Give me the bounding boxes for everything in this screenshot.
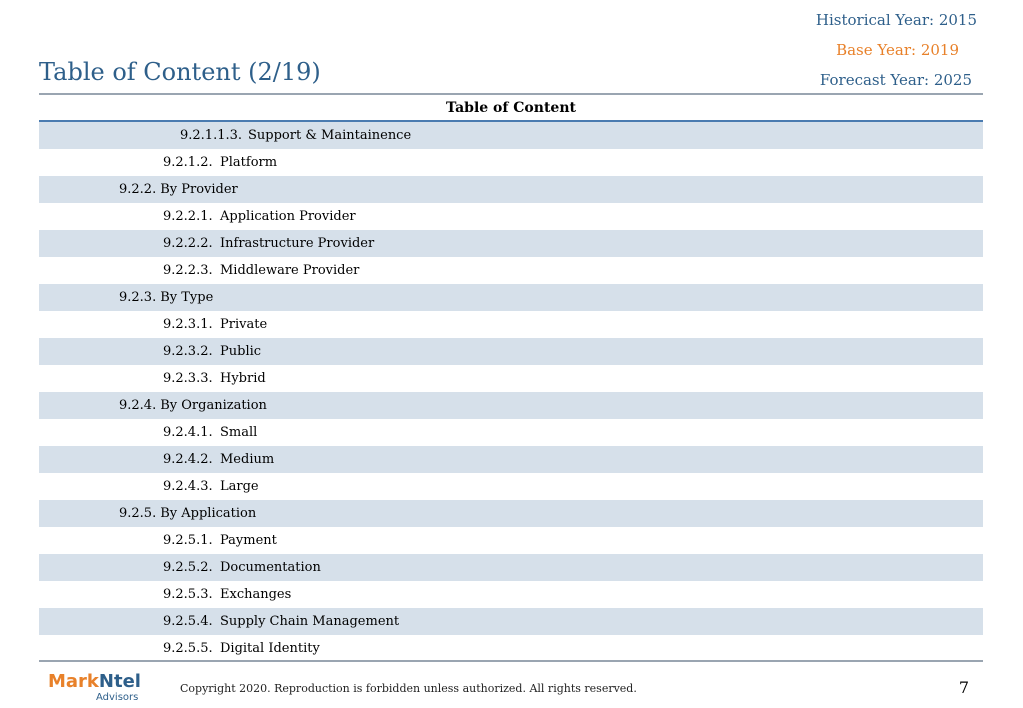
toc-row: 9.2.2.2. Infrastructure Provider bbox=[39, 230, 983, 257]
markntel-logo: MarkNtel Advisors bbox=[48, 671, 141, 704]
toc-row-number: 9.2.3.2. bbox=[163, 344, 213, 359]
toc-row-label: Platform bbox=[220, 155, 278, 170]
toc-row-number: 9.2.1.1.3. bbox=[180, 128, 243, 143]
toc-row: 9.2.5.2. Documentation bbox=[39, 554, 983, 581]
toc-row: 9.2.3.1. Private bbox=[39, 311, 983, 338]
toc-row-label: Supply Chain Management bbox=[220, 614, 400, 629]
copyright-notice: Copyright 2020. Reproduction is forbidde… bbox=[180, 682, 637, 695]
toc-row: 9.2.2.1. Application Provider bbox=[39, 203, 983, 230]
toc-row-label: By Application bbox=[160, 506, 257, 521]
toc-row: 9.2.2.3. Middleware Provider bbox=[39, 257, 983, 284]
toc-row-label: Support & Maintainence bbox=[248, 128, 412, 143]
toc-row-label: Documentation bbox=[220, 560, 321, 575]
toc-row-number: 9.2.5.4. bbox=[163, 614, 213, 629]
toc-row: 9.2.5.5. Digital Identity bbox=[39, 635, 983, 662]
historical-year: Historical Year: 2015 bbox=[815, 11, 977, 29]
toc-row-label: Infrastructure Provider bbox=[220, 236, 375, 251]
toc-row: 9.2.1.1.3. Support & Maintainence bbox=[39, 122, 983, 149]
toc-row-label: By Type bbox=[160, 290, 214, 305]
toc-row-label: Private bbox=[220, 317, 268, 332]
toc-row-number: 9.2.3. bbox=[119, 290, 157, 305]
footer-divider bbox=[39, 660, 983, 662]
toc-row-label: Large bbox=[220, 479, 259, 494]
toc-row-number: 9.2.4.2. bbox=[163, 452, 213, 467]
toc-row-number: 9.2.5.3. bbox=[163, 587, 213, 602]
forecast-year: Forecast Year: 2025 bbox=[819, 71, 972, 89]
toc-row: 9.2.4.1. Small bbox=[39, 419, 983, 446]
toc-row-number: 9.2.2.2. bbox=[163, 236, 213, 251]
page-number: 7 bbox=[958, 678, 969, 697]
toc-list: 9.2.1.1.3. Support & Maintainence 9.2.1.2.… bbox=[39, 122, 983, 662]
toc-row-label: Public bbox=[220, 344, 262, 359]
toc-row: 9.2.4.3. Large bbox=[39, 473, 983, 500]
toc-row-number: 9.2.4. bbox=[119, 398, 157, 413]
header-divider bbox=[39, 93, 983, 95]
toc-row-label: Exchanges bbox=[220, 587, 292, 602]
toc-row-number: 9.2.2.1. bbox=[163, 209, 213, 224]
toc-row-label: By Provider bbox=[160, 182, 238, 197]
toc-row-label: Middleware Provider bbox=[220, 263, 360, 278]
toc-row-label: Digital Identity bbox=[220, 641, 320, 656]
toc-row-label: Application Provider bbox=[220, 209, 356, 224]
toc-row: 9.2.1.2. Platform bbox=[39, 149, 983, 176]
toc-row-number: 9.2.5.1. bbox=[163, 533, 213, 548]
toc-row-number: 9.2.5.2. bbox=[163, 560, 213, 575]
toc-row: 9.2.5.4. Supply Chain Management bbox=[39, 608, 983, 635]
toc-row-label: Medium bbox=[220, 452, 275, 467]
toc-row: 9.2.5.3. Exchanges bbox=[39, 581, 983, 608]
toc-row-number: 9.2.3.1. bbox=[163, 317, 213, 332]
toc-row: 9.2.2. By Provider bbox=[39, 176, 983, 203]
toc-row-label: Payment bbox=[220, 533, 277, 548]
toc-row-label: Small bbox=[220, 425, 258, 440]
table-heading: Table of Content bbox=[39, 96, 983, 122]
toc-row: 9.2.5. By Application bbox=[39, 500, 983, 527]
toc-row-label: By Organization bbox=[160, 398, 267, 413]
toc-row-number: 9.2.2. bbox=[119, 182, 157, 197]
toc-row-number: 9.2.4.3. bbox=[163, 479, 213, 494]
logo-ntel-text: Ntel bbox=[98, 671, 141, 692]
base-year: Base Year: 2019 bbox=[836, 41, 959, 59]
logo-subtitle: Advisors bbox=[96, 692, 139, 703]
toc-row: 9.2.3.2. Public bbox=[39, 338, 983, 365]
toc-row: 9.2.3.3. Hybrid bbox=[39, 365, 983, 392]
logo-mark-text: Mark bbox=[48, 671, 99, 692]
toc-row: 9.2.5.1. Payment bbox=[39, 527, 983, 554]
toc-row-number: 9.2.1.2. bbox=[163, 155, 213, 170]
toc-row-number: 9.2.5.5. bbox=[163, 641, 213, 656]
page-title: Table of Content (2/19) bbox=[39, 58, 321, 86]
toc-row: 9.2.4.2. Medium bbox=[39, 446, 983, 473]
toc-row-number: 9.2.5. bbox=[119, 506, 157, 521]
toc-row-number: 9.2.4.1. bbox=[163, 425, 213, 440]
toc-row-number: 9.2.2.3. bbox=[163, 263, 213, 278]
toc-row: 9.2.4. By Organization bbox=[39, 392, 983, 419]
toc-row-label: Hybrid bbox=[220, 371, 266, 386]
toc-row: 9.2.3. By Type bbox=[39, 284, 983, 311]
toc-row-number: 9.2.3.3. bbox=[163, 371, 213, 386]
